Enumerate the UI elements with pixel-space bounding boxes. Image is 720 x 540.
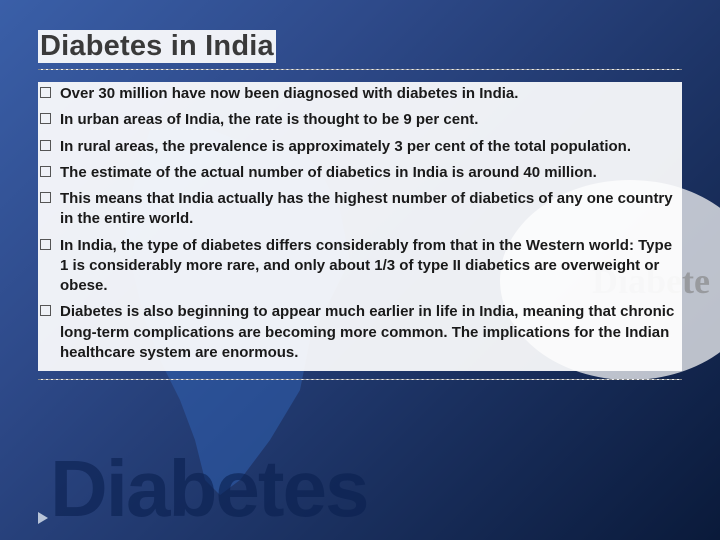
list-item: Over 30 million have now been diagnosed … — [38, 84, 682, 104]
bullet-text: The estimate of the actual number of dia… — [60, 163, 680, 183]
list-item: This means that India actually has the h… — [38, 189, 682, 230]
diabetes-text-bg: Diabetes — [50, 443, 367, 535]
list-item: In urban areas of India, the rate is tho… — [38, 110, 682, 130]
bullet-text: In India, the type of diabetes differs c… — [60, 236, 680, 297]
bullet-text: In rural areas, the prevalence is approx… — [60, 137, 680, 157]
slide-content: Diabetes in India Over 30 million have n… — [0, 0, 720, 400]
square-bullet-icon — [40, 87, 51, 98]
list-item: Diabetes is also beginning to appear muc… — [38, 302, 682, 363]
bullet-list: Over 30 million have now been diagnosed … — [38, 82, 682, 371]
bullet-text: Diabetes is also beginning to appear muc… — [60, 302, 680, 363]
divider-top — [38, 69, 682, 70]
square-bullet-icon — [40, 166, 51, 177]
bullet-text: This means that India actually has the h… — [60, 189, 680, 230]
square-bullet-icon — [40, 113, 51, 124]
divider-bottom — [38, 379, 682, 380]
square-bullet-icon — [40, 239, 51, 250]
square-bullet-icon — [40, 140, 51, 151]
list-item: The estimate of the actual number of dia… — [38, 163, 682, 183]
bullet-text: Over 30 million have now been diagnosed … — [60, 84, 680, 104]
page-title: Diabetes in India — [38, 30, 276, 63]
square-bullet-icon — [40, 192, 51, 203]
bullet-text: In urban areas of India, the rate is tho… — [60, 110, 680, 130]
list-item: In India, the type of diabetes differs c… — [38, 236, 682, 297]
square-bullet-icon — [40, 305, 51, 316]
next-arrow-icon — [38, 512, 48, 524]
list-item: In rural areas, the prevalence is approx… — [38, 137, 682, 157]
